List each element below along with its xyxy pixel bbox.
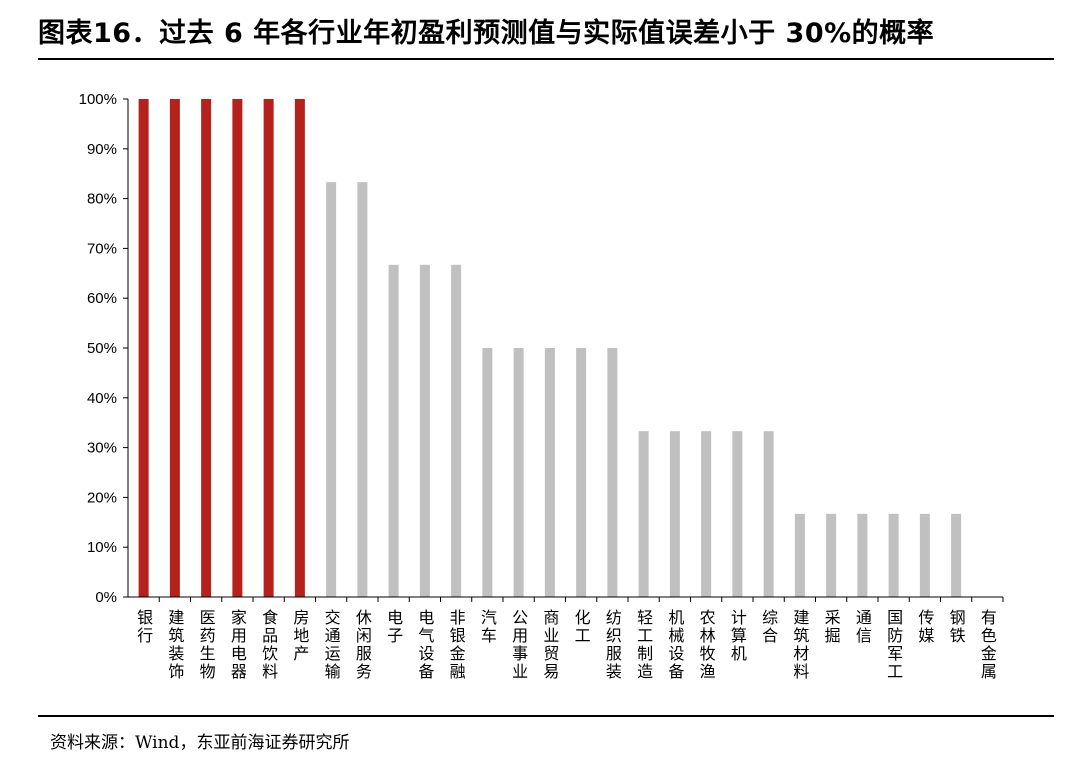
y-tick-label: 20% (87, 489, 117, 506)
source-note: 资料来源：Wind，东亚前海证券研究所 (50, 733, 350, 753)
x-category-label: 医药生物 (197, 609, 216, 681)
x-category-label: 商业贸易 (540, 609, 559, 681)
x-category-label: 通信 (853, 609, 872, 645)
bar (794, 513, 805, 597)
x-category-label: 建筑装饰 (165, 609, 184, 681)
y-tick-label: 70% (87, 240, 117, 257)
y-tick-label: 40% (87, 390, 117, 407)
x-category-label: 计算机 (728, 609, 747, 663)
x-category-label: 非银金融 (447, 609, 466, 681)
bar (763, 431, 774, 597)
x-category-label: 汽车 (478, 609, 497, 645)
bar (357, 182, 368, 597)
bar (169, 99, 180, 597)
bar (232, 99, 243, 597)
x-category-label: 电子 (384, 609, 403, 645)
bar (544, 348, 555, 597)
bar (857, 513, 868, 597)
x-category-label: 化工 (572, 609, 591, 645)
y-tick-label: 100% (79, 91, 117, 108)
bar (888, 513, 899, 597)
bar (576, 348, 587, 597)
x-category-label: 家用电器 (228, 609, 247, 681)
x-category-label: 食品饮料 (259, 609, 278, 681)
bar (951, 513, 962, 597)
bar (388, 264, 399, 597)
footer-rule (38, 715, 1054, 717)
bar (451, 264, 462, 597)
y-tick-label: 10% (87, 539, 117, 556)
bar (638, 431, 649, 597)
y-axis: 0% 10% 20% 30% 40% 50% 60% 70% 80% 90% 100% (79, 91, 129, 606)
title-underline (38, 58, 1054, 60)
bar (669, 431, 680, 597)
bar (732, 431, 743, 597)
x-axis: 银行 建筑装饰 医药生物 家用电器 食品饮料 房地产 交通运输 休闲服务 电子 电气设备 非银金融汽… (128, 596, 1004, 681)
y-tick-label: 90% (87, 141, 117, 158)
x-category-label: 银行 (134, 609, 153, 645)
x-category-label: 公用事业 (509, 609, 528, 681)
y-tick-label: 80% (87, 191, 117, 208)
bar (263, 99, 274, 597)
bar-series (138, 99, 962, 597)
bar (607, 348, 618, 597)
bar (482, 348, 493, 597)
x-category-label: 房地产 (290, 609, 309, 663)
x-category-label: 交通运输 (322, 609, 341, 681)
x-category-label: 轻工制造 (634, 609, 653, 681)
x-category-label: 采掘 (822, 609, 841, 645)
x-category-label: 有色金属 (978, 609, 997, 681)
chart-title: 图表16．过去 6 年各行业年初盈利预测值与实际值误差小于 30%的概率 (38, 18, 935, 49)
x-category-label: 纺织服装 (603, 609, 622, 681)
y-tick-label: 0% (95, 589, 117, 606)
x-category-label: 综合 (759, 609, 778, 645)
bar (326, 182, 337, 597)
y-tick-label: 60% (87, 290, 117, 307)
x-category-label: 休闲服务 (353, 609, 372, 681)
y-tick-label: 30% (87, 440, 117, 457)
x-category-label: 传媒 (915, 609, 934, 645)
x-category-label: 农林牧渔 (697, 609, 716, 681)
bar (701, 431, 712, 597)
x-category-label: 钢铁 (947, 609, 966, 645)
bar (919, 513, 930, 597)
bar (513, 348, 524, 597)
bar (201, 99, 212, 597)
x-category-label: 电气设备 (415, 609, 434, 681)
bar (826, 513, 837, 597)
bar (419, 264, 430, 597)
x-category-label: 建筑材料 (790, 609, 809, 681)
y-tick-label: 50% (87, 340, 117, 357)
x-category-label: 国防军工 (884, 609, 903, 681)
x-category-label: 机械设备 (665, 609, 684, 681)
bar (138, 99, 149, 597)
bar (294, 99, 305, 597)
